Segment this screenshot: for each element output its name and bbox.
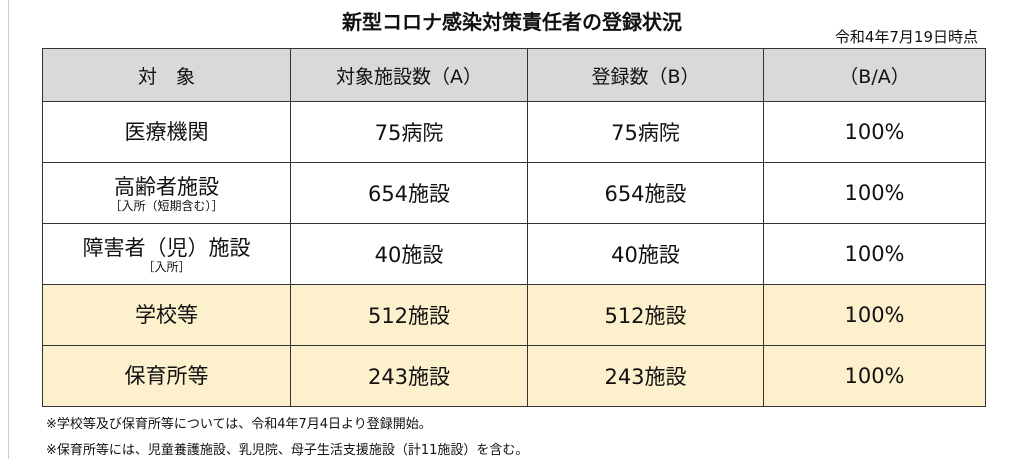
cell: 40施設 <box>290 223 528 285</box>
header-row: 対 象対象施設数（A） 登録数（B） （B/A） <box>42 48 986 102</box>
row-sublabel: ［入所］ <box>142 259 191 274</box>
column-header: 対 象 <box>42 48 291 102</box>
cell: 243施設 <box>290 345 528 407</box>
row-sublabel: ［入所（短期含む）］ <box>109 198 224 213</box>
edge-line <box>8 0 9 459</box>
cell: 512施設 <box>290 284 528 346</box>
row: 保育所等 243施設 243施設 100% <box>42 345 986 407</box>
note: ※保育所等には、児童養護施設、乳児院、母子生活支援施設（計11施設）を含む。 <box>46 443 529 458</box>
cell: 75病院 <box>527 101 764 163</box>
cell: 100% <box>763 345 986 407</box>
row-label: 高齢者施設 <box>114 174 219 199</box>
title: 新型コロナ感染対策責任者の登録状況 <box>342 10 682 34</box>
table-body: 医療機関 75病院 75病院 100% 高齢者施設 ［入所（短期含む）］ 654施設 654施… <box>42 101 986 407</box>
cell: 243施設 <box>527 345 764 407</box>
note: ※学校等及び保育所等については、令和4年7月4日より登録開始。 <box>46 417 432 432</box>
row-label-cell: 医療機関 <box>42 101 291 163</box>
cell: 100% <box>763 223 986 285</box>
row: 学校等 512施設 512施設 100% <box>42 284 986 346</box>
row-label-cell: 保育所等 <box>42 345 291 407</box>
column-header: 登録数（B） <box>527 48 764 102</box>
row-label-cell: 高齢者施設 ［入所（短期含む）］ <box>42 162 291 224</box>
cell: 75病院 <box>290 101 528 163</box>
row-label-cell: 学校等 <box>42 284 291 346</box>
cell: 654施設 <box>290 162 528 224</box>
column-header: （B/A） <box>763 48 986 102</box>
cell: 512施設 <box>527 284 764 346</box>
row-label: 学校等 <box>135 303 198 327</box>
notes: ※学校等及び保育所等については、令和4年7月4日より登録開始。 ※保育所等には、児… <box>46 412 528 464</box>
column-header: 対象施設数（A） <box>290 48 528 102</box>
row: 医療機関 75病院 75病院 100% <box>42 101 986 163</box>
row-label-cell: 障害者（児）施設 ［入所］ <box>42 223 291 285</box>
row-label: 保育所等 <box>124 364 209 388</box>
cell: 40施設 <box>527 223 764 285</box>
cell: 654施設 <box>527 162 764 224</box>
row: 障害者（児）施設 ［入所］ 40施設 40施設 100% <box>42 223 986 285</box>
row-label: 医療機関 <box>124 120 209 144</box>
cell: 100% <box>763 101 986 163</box>
row: 高齢者施設 ［入所（短期含む）］ 654施設 654施設 100% <box>42 162 986 224</box>
table: 対 象対象施設数（A） 登録数（B） （B/A） 医療機関 75病院 75病院 100% 高… <box>42 48 986 407</box>
cell: 100% <box>763 162 986 224</box>
cell: 100% <box>763 284 986 346</box>
date: 令和4年7月19日時点 <box>834 28 978 46</box>
row-label: 障害者（児）施設 <box>82 235 251 260</box>
